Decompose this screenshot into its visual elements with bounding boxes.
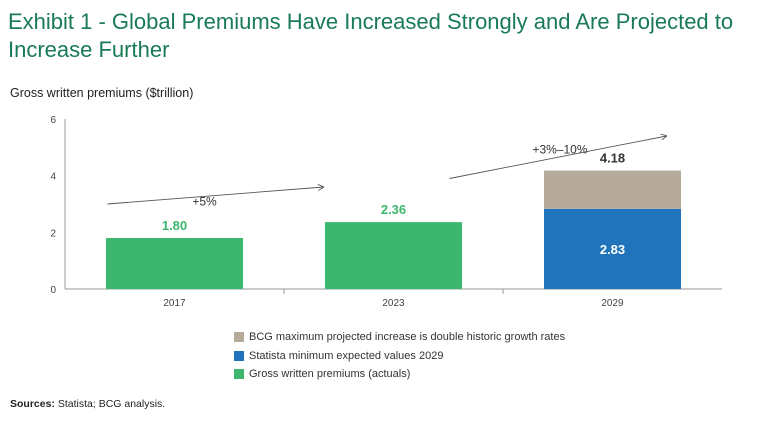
sources-text: Statista; BCG analysis. xyxy=(54,398,166,410)
x-tick-label: 2017 xyxy=(163,298,186,309)
bar-chart: 0 2 4 6 2017 2023 2029 1.80 2.36 2.83 4.18 +5% +3%… xyxy=(50,115,722,309)
bar-blue-2029 xyxy=(544,208,681,289)
legend-item-blue: Statista minimum expected values 2029 xyxy=(234,347,565,365)
y-tick-label: 0 xyxy=(50,285,56,296)
sources-label: Sources: xyxy=(10,398,55,410)
legend-item-tan: BCG maximum projected increase is double… xyxy=(234,328,565,346)
bar-green-2023 xyxy=(325,222,462,289)
data-label: 1.80 xyxy=(162,218,187,233)
x-tick-label: 2029 xyxy=(601,298,624,309)
bar-green-2017 xyxy=(106,238,243,289)
growth-arrow xyxy=(107,187,324,205)
y-tick-label: 4 xyxy=(50,172,56,183)
legend-label-blue: Statista minimum expected values 2029 xyxy=(249,349,444,362)
chart-title: Exhibit 1 - Global Premiums Have Increas… xyxy=(8,9,734,62)
chart-legend: BCG maximum projected increase is double… xyxy=(234,328,565,384)
legend-label-green: Gross written premiums (actuals) xyxy=(249,368,411,380)
growth-arrow xyxy=(449,136,667,179)
legend-swatch-green xyxy=(234,369,244,379)
bar-tan-2029 xyxy=(544,170,681,209)
x-tick-label: 2023 xyxy=(382,298,405,309)
legend-label-tan: BCG maximum projected increase is double… xyxy=(249,331,566,343)
growth-label: +3%–10% xyxy=(532,142,587,156)
y-tick-label: 2 xyxy=(50,228,56,239)
legend-swatch-tan xyxy=(234,332,244,342)
legend-item-green: Gross written premiums (actuals) xyxy=(234,365,565,383)
legend-swatch-blue xyxy=(234,350,244,361)
data-label: 2.36 xyxy=(381,202,406,217)
data-label: 4.18 xyxy=(600,151,625,166)
data-label: 2.83 xyxy=(600,242,625,257)
growth-label: +5% xyxy=(192,195,217,209)
chart-subtitle: Gross written premiums ($trillion) xyxy=(10,86,194,100)
y-tick-label: 6 xyxy=(50,115,56,126)
sources-note: Sources: Statista; BCG analysis. xyxy=(10,398,165,410)
